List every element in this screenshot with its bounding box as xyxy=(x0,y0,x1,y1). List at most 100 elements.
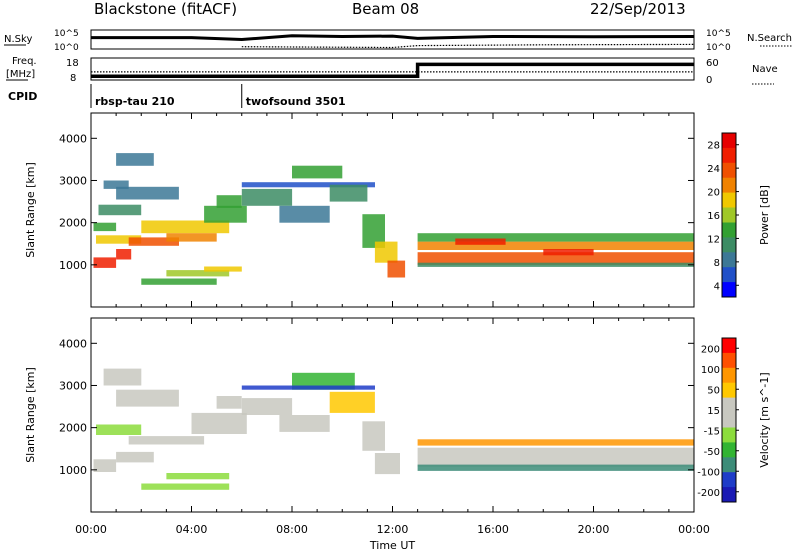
noise-right-tick-top: 10^5 xyxy=(706,29,731,39)
power-colorbar-tick-label: 16 xyxy=(707,211,720,222)
power-cell xyxy=(417,233,694,242)
velocity-panel-frame xyxy=(90,317,695,513)
frequency-series xyxy=(91,62,694,79)
power-cell xyxy=(329,184,368,202)
power-cell xyxy=(128,237,179,246)
power-colorbar-tick-label: 8 xyxy=(714,258,720,269)
power-cell xyxy=(455,238,506,245)
velocity-cell xyxy=(417,447,694,467)
velocity-cell xyxy=(241,398,293,415)
velocity-cell xyxy=(116,389,179,407)
velocity-colorbar-frame xyxy=(721,337,737,503)
velocity-cell xyxy=(191,412,247,434)
velocity-colorbar-tick-label: -50 xyxy=(704,447,720,458)
velocity-cell xyxy=(417,464,694,471)
noise-panel-frame xyxy=(90,29,695,50)
power-cell xyxy=(216,195,242,208)
frequency-tick-bottom: 8 xyxy=(70,73,76,84)
power-y-tick-label: 2000 xyxy=(59,217,87,230)
velocity-cell xyxy=(329,391,375,413)
power-y-axis-label: Slant Range [km] xyxy=(24,162,37,258)
velocity-colorbar-tick-label: -200 xyxy=(697,488,720,499)
noise-left-tick-top: 10^5 xyxy=(54,29,79,39)
power-colorbar-segment xyxy=(722,147,736,164)
velocity-colorbar-segment xyxy=(722,427,736,443)
velocity-colorbar-segment xyxy=(722,367,736,384)
power-colorbar-segment xyxy=(722,252,736,268)
power-cell xyxy=(93,257,117,268)
velocity-cell xyxy=(141,483,230,490)
power-cell xyxy=(362,214,385,248)
power-colorbar-segment xyxy=(722,237,736,253)
power-cell xyxy=(141,220,230,234)
velocity-colorbar-tick-label: 100 xyxy=(701,365,720,376)
power-colorbar-tick-label: 24 xyxy=(707,164,720,175)
power-colorbar-segment xyxy=(722,267,736,283)
power-cell xyxy=(241,182,375,188)
velocity-cell xyxy=(166,473,230,480)
power-colorbar-segment xyxy=(722,192,736,208)
velocity-colorbar-tick-label: 50 xyxy=(707,385,720,396)
velocity-colorbar-segment xyxy=(722,338,736,354)
nave-tick-bottom: 0 xyxy=(706,75,712,86)
power-cell xyxy=(543,249,594,256)
power-cell xyxy=(93,222,117,232)
power-colorbar-segment xyxy=(722,133,736,149)
x-tick-label: 08:00 xyxy=(276,523,308,536)
noise-right-label: N.Search xyxy=(747,33,792,44)
velocity-colorbar-tick-label: -100 xyxy=(697,467,720,478)
velocity-cell xyxy=(374,453,400,475)
power-cell xyxy=(141,278,217,285)
cpid-segment-label: rbsp-tau 210 xyxy=(95,95,175,108)
velocity-y-tick-label: 3000 xyxy=(59,379,87,392)
power-cell xyxy=(417,252,694,265)
power-cell xyxy=(387,260,406,278)
velocity-cell xyxy=(93,459,117,472)
velocity-colorbar-segment xyxy=(722,487,736,503)
frequency-panel-frame xyxy=(90,57,695,81)
power-colorbar-tick-label: 4 xyxy=(714,281,720,292)
noise-series-solid xyxy=(91,34,695,42)
velocity-cell xyxy=(103,368,142,386)
noise-left-tick-bottom: 10^0 xyxy=(54,43,79,53)
power-colorbar-label: Power [dB] xyxy=(758,185,771,245)
velocity-y-tick-label: 4000 xyxy=(59,337,87,350)
power-colorbar-segment xyxy=(722,162,736,179)
velocity-cell xyxy=(96,424,142,435)
power-cell xyxy=(103,180,129,189)
power-cell xyxy=(166,233,217,242)
power-colorbar-segment xyxy=(722,222,736,238)
velocity-y-tick-label: 2000 xyxy=(59,422,87,435)
noise-left-label: N.Sky xyxy=(4,34,32,45)
velocity-cell xyxy=(362,421,385,451)
power-cell xyxy=(374,241,398,263)
velocity-colorbar-segment xyxy=(722,352,736,369)
velocity-colorbar-tick-label: -15 xyxy=(704,426,720,437)
power-colorbar-segment xyxy=(722,177,736,194)
power-y-tick-label: 1000 xyxy=(59,259,87,272)
x-axis-label: Time UT xyxy=(369,539,415,552)
noise-right-tick-bottom: 10^0 xyxy=(706,43,731,53)
power-cell xyxy=(116,249,132,260)
power-panel-frame xyxy=(90,112,695,308)
power-colorbar-segment xyxy=(722,207,736,223)
velocity-y-axis-label: Slant Range [km] xyxy=(24,367,37,463)
x-tick-label: 00:00 xyxy=(75,523,107,536)
noise-series-dotted xyxy=(241,43,695,49)
velocity-colorbar-segment xyxy=(722,397,736,413)
velocity-y-tick-label: 1000 xyxy=(59,464,87,477)
power-cell xyxy=(96,235,142,244)
frequency-tick-top: 18 xyxy=(66,58,79,69)
date-title: 22/Sep/2013 xyxy=(590,0,686,18)
nave-label: Nave xyxy=(752,64,778,75)
power-cell xyxy=(98,204,142,216)
cpid-label: CPID xyxy=(8,90,37,103)
frequency-label: Freq. xyxy=(12,56,37,67)
power-cell xyxy=(292,165,343,179)
velocity-colorbar-segment xyxy=(722,442,736,458)
velocity-cell xyxy=(216,396,242,409)
power-cell xyxy=(417,262,694,267)
power-cell xyxy=(204,266,242,272)
power-cell xyxy=(116,186,179,200)
velocity-cell xyxy=(292,372,355,390)
